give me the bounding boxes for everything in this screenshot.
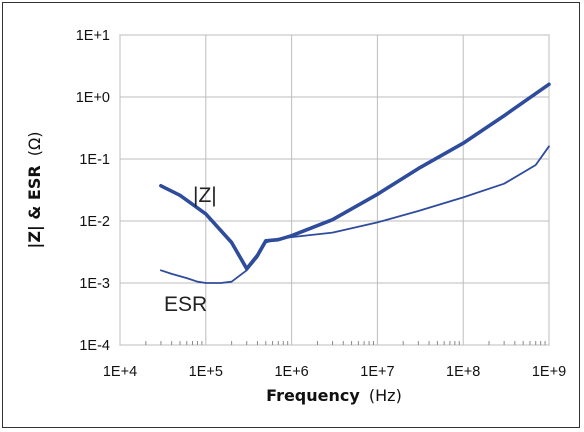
x-tick-label: 1E+4 — [103, 364, 137, 380]
impedance-line — [159, 82, 551, 271]
chart-frame: 1E+4 1E+5 1E+6 1E+7 1E+8 1E+9 1E+1 1E+0 1E-1 1E-… — [2, 2, 580, 428]
minor-ticks — [145, 341, 546, 345]
annotation-esr: ESR — [164, 293, 207, 316]
x-tick-label: 1E+8 — [446, 364, 480, 380]
y-tick-labels: 1E+1 1E+0 1E-1 1E-2 1E-3 1E-4 — [76, 28, 110, 354]
y-axis-label-bold: |Z| & ESR — [25, 165, 45, 248]
x-tick-label: 1E+6 — [274, 364, 308, 380]
x-axis-label-unit: (Hz) — [369, 386, 402, 405]
x-tick-label: 1E+9 — [532, 364, 566, 380]
x-tick-labels: 1E+4 1E+5 1E+6 1E+7 1E+8 1E+9 — [103, 364, 566, 380]
y-axis-label: |Z| & ESR (Ω) — [25, 132, 45, 249]
x-axis-label-bold: Frequency — [266, 386, 360, 405]
x-tick-label: 1E+7 — [360, 364, 394, 380]
plot-area — [119, 34, 550, 346]
esr-line — [160, 145, 550, 284]
gridlines — [119, 34, 550, 346]
annotation-z: |Z| — [193, 184, 217, 207]
y-tick-label: 1E+1 — [76, 28, 110, 44]
y-tick-label: 1E+0 — [76, 90, 110, 106]
series-lines — [159, 82, 551, 284]
impedance-chart: 1E+4 1E+5 1E+6 1E+7 1E+8 1E+9 1E+1 1E+0 1E-1 1E-… — [25, 28, 566, 405]
x-tick-label: 1E+5 — [189, 364, 223, 380]
y-tick-label: 1E-3 — [79, 276, 110, 292]
y-tick-label: 1E-1 — [79, 152, 110, 168]
y-tick-label: 1E-2 — [79, 214, 110, 230]
y-tick-label: 1E-4 — [79, 338, 110, 354]
y-axis-label-unit: (Ω) — [25, 132, 44, 157]
x-axis-label: Frequency (Hz) — [266, 386, 402, 405]
